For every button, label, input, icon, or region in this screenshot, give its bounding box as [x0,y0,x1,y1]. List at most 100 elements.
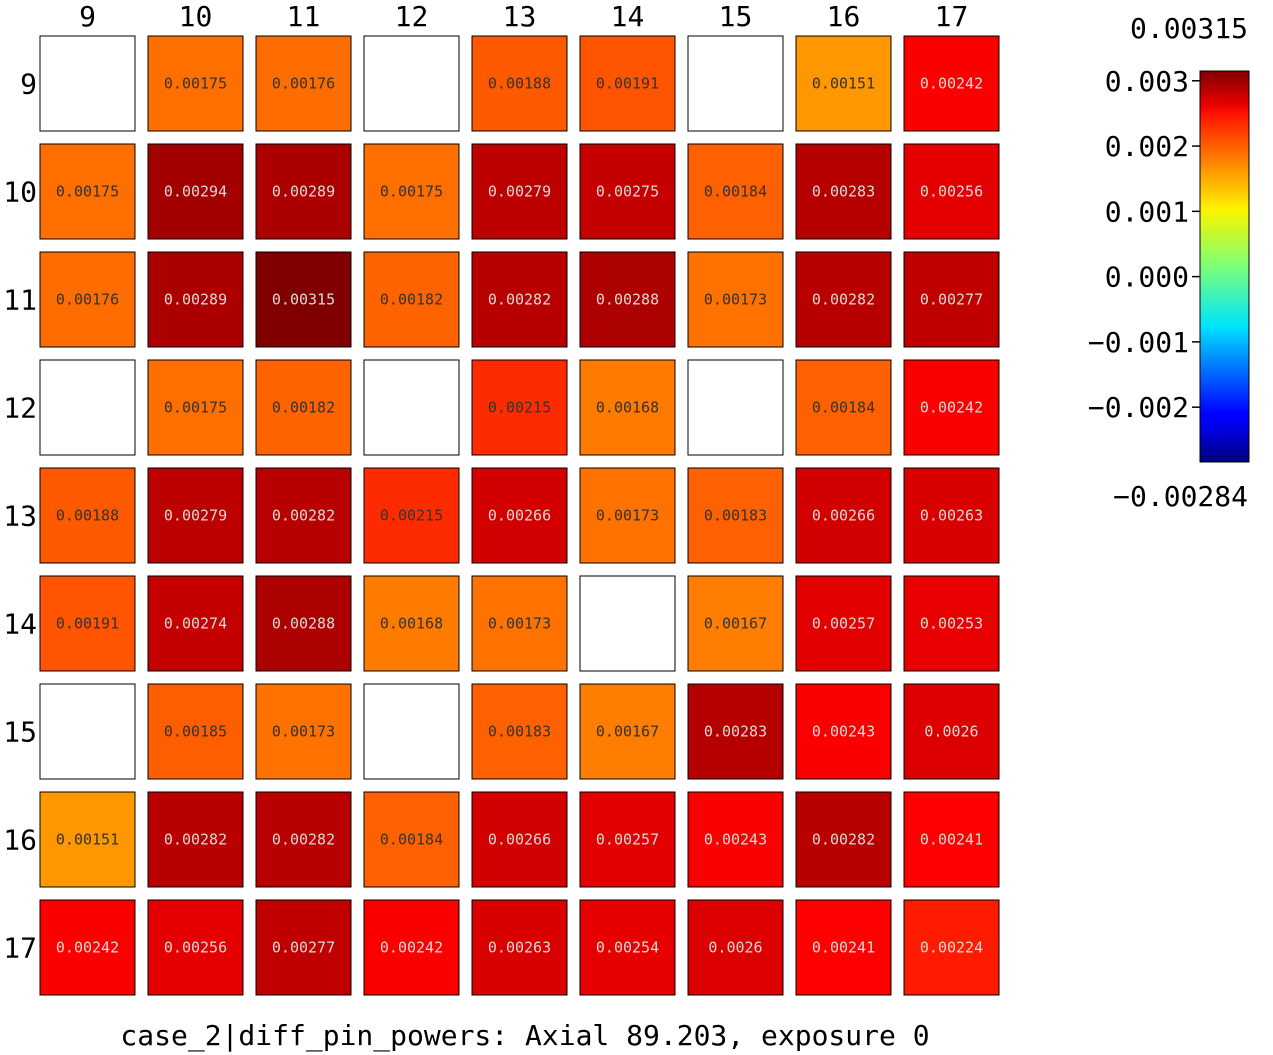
chart-title: case_2|diff_pin_powers: Axial 89.203, ex… [120,1019,929,1053]
heatmap-cell [39,251,136,348]
cell-value-label: 0.00263 [920,507,983,525]
heatmap-cell [471,575,568,672]
cell-value-label: 0.00215 [380,507,443,525]
cell-value-label: 0.00168 [380,615,443,633]
x-axis-labels: 9 10 11 12 13 14 15 16 17 [79,0,968,33]
heatmap-cell [39,467,136,564]
colorbar-tick-label: −0.001 [1088,326,1189,359]
cell-value-label: 0.00282 [812,831,875,849]
x-tick-label: 11 [287,0,321,33]
heatmap-cell [471,359,568,456]
y-tick-label: 16 [3,824,37,857]
colorbar-gradient [1199,70,1250,463]
cell-value-label: 0.00266 [812,507,875,525]
heatmap-cell [471,251,568,348]
cell-value-label: 0.00242 [920,399,983,417]
y-tick-label: 12 [3,392,37,425]
cell-value-label: 0.00242 [380,939,443,957]
heatmap-cell [255,899,352,996]
colorbar: 0.00315 0.003 0.002 0.001 0.000 −0.001 −0.002… [1088,12,1250,513]
cell-value-label: 0.00243 [704,831,767,849]
cell-value-label: 0.00256 [164,939,227,957]
cell-value-label: 0.00151 [56,831,119,849]
heatmap-cell [255,683,352,780]
heatmap-cell [363,143,460,240]
heatmap-cell [363,791,460,888]
cell-value-label: 0.00283 [704,723,767,741]
cell-value-label: 0.00173 [488,615,551,633]
heatmap-cell [687,467,784,564]
colorbar-ticks: 0.003 0.002 0.001 0.000 −0.001 −0.002 [1088,65,1200,424]
heatmap-cell [579,35,676,132]
y-tick-label: 9 [20,68,37,101]
cell-value-label: 0.00282 [488,291,551,309]
cell-value-label: 0.00184 [812,399,875,417]
heatmap-cell [363,575,460,672]
cell-value-label: 0.00191 [56,615,119,633]
heatmap-cell [39,791,136,888]
y-tick-label: 11 [3,284,37,317]
x-tick-label: 10 [179,0,213,33]
x-tick-label: 15 [719,0,753,33]
cell-value-label: 0.00289 [164,291,227,309]
empty-cell [39,35,136,132]
cell-value-label: 0.00173 [704,291,767,309]
cell-value-label: 0.00283 [812,183,875,201]
cell-value-label: 0.00182 [380,291,443,309]
cell-value-label: 0.00274 [164,615,227,633]
cell-value-label: 0.00266 [488,831,551,849]
y-tick-label: 13 [3,500,37,533]
heatmap-cell [579,251,676,348]
heatmap-cell [255,251,352,348]
cell-value-label: 0.00168 [596,399,659,417]
cell-value-label: 0.00182 [272,399,335,417]
heatmap-cell [687,251,784,348]
y-tick-label: 10 [3,176,37,209]
heatmap-cell [795,35,892,132]
cell-value-label: 0.00185 [164,723,227,741]
empty-cell [363,35,460,132]
cell-value-label: 0.0026 [924,723,978,741]
heatmap-cell [147,467,244,564]
cell-value-label: 0.00257 [812,615,875,633]
heatmap-cell [147,251,244,348]
cell-value-label: 0.00224 [920,939,983,957]
heatmap-cell [363,251,460,348]
cell-value-label: 0.00282 [272,831,335,849]
cell-value-label: 0.00175 [164,75,227,93]
heatmap-cell [147,791,244,888]
cell-value-label: 0.00266 [488,507,551,525]
heatmap-cell [39,143,136,240]
cell-value-label: 0.00241 [812,939,875,957]
cell-value-label: 0.00188 [488,75,551,93]
cell-value-label: 0.00241 [920,831,983,849]
cell-value-label: 0.00242 [56,939,119,957]
cell-value-label: 0.00277 [920,291,983,309]
heatmap-cell [255,143,352,240]
heatmap-cell [255,791,352,888]
empty-cell [687,35,784,132]
heatmap-cell [471,683,568,780]
heatmap-cell [471,791,568,888]
heatmap-cell [471,143,568,240]
cell-value-label: 0.00282 [164,831,227,849]
cell-value-label: 0.00282 [272,507,335,525]
cell-value-label: 0.00253 [920,615,983,633]
heatmap-cell [795,251,892,348]
heatmap-cell [363,467,460,564]
x-tick-label: 12 [395,0,429,33]
cell-value-label: 0.0026 [708,939,762,957]
colorbar-tick-label: 0.003 [1105,65,1189,98]
empty-cell [363,359,460,456]
cell-value-label: 0.00215 [488,399,551,417]
colorbar-tick-label: −0.002 [1088,391,1189,424]
heatmap-cell [147,35,244,132]
cell-value-label: 0.00183 [704,507,767,525]
cell-value-label: 0.00256 [920,183,983,201]
cell-value-label: 0.00243 [812,723,875,741]
colorbar-tick-label: 0.002 [1105,130,1189,163]
heatmap-cell [903,143,1000,240]
x-tick-label: 14 [611,0,645,33]
empty-cell [687,359,784,456]
empty-cell [39,683,136,780]
